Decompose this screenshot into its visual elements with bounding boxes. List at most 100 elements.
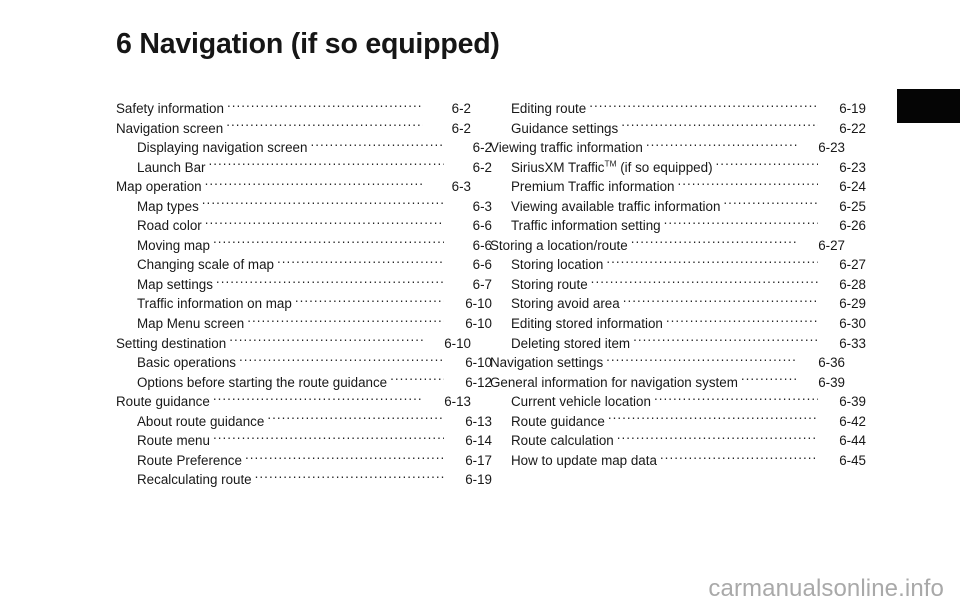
toc-entry-label: Storing a location/route bbox=[490, 237, 628, 253]
toc-entry-label: Route guidance bbox=[116, 394, 210, 410]
toc-entry-label: Setting destination bbox=[116, 335, 227, 351]
toc-entry[interactable]: Changing scale of map 6-6 bbox=[116, 255, 492, 275]
toc-entry[interactable]: Storing route 6-28 bbox=[490, 275, 866, 295]
toc-entry[interactable]: Launch Bar 6-2 bbox=[116, 158, 492, 178]
toc-page-number: 6-3 bbox=[472, 198, 492, 214]
toc-entry-label: Current vehicle location bbox=[511, 394, 651, 410]
toc-entry[interactable]: Navigation screen 6-2 bbox=[116, 119, 471, 139]
toc-entry-label: Editing stored information bbox=[511, 316, 663, 332]
toc-page-number: 6-2 bbox=[472, 159, 492, 175]
toc-entry[interactable]: Storing a location/route 6-27 bbox=[490, 236, 845, 256]
toc-page-number: 6-24 bbox=[839, 179, 866, 195]
toc-entry[interactable]: Road color 6-6 bbox=[116, 216, 492, 236]
dot-leader bbox=[247, 315, 444, 328]
toc-entry-label: Editing route bbox=[511, 101, 587, 116]
toc-entry[interactable]: Editing route 6-19 bbox=[490, 99, 866, 119]
toc-page-number: 6-2 bbox=[451, 101, 471, 116]
toc-page-number: 6-12 bbox=[465, 374, 492, 390]
toc-entry[interactable]: SiriusXM TrafficTM (if so equipped) 6-23 bbox=[490, 158, 866, 178]
chapter-thumb-tab bbox=[897, 89, 960, 123]
dot-leader bbox=[664, 217, 818, 230]
dot-leader bbox=[213, 393, 423, 406]
toc-entry[interactable]: Premium Traffic information 6-24 bbox=[490, 177, 866, 197]
trademark-superscript: TM bbox=[604, 158, 617, 169]
toc-entry-label: Storing route bbox=[511, 276, 588, 292]
dot-leader bbox=[310, 139, 444, 152]
toc-page-number: 6-19 bbox=[465, 472, 492, 488]
toc-entry[interactable]: Map settings 6-7 bbox=[116, 275, 492, 295]
toc-entry[interactable]: Route menu 6-14 bbox=[116, 431, 492, 451]
toc-entry[interactable]: Viewing available traffic information 6-2… bbox=[490, 197, 866, 217]
toc-entry-label: Traffic information setting bbox=[511, 218, 661, 234]
toc-page-number: 6-28 bbox=[839, 276, 866, 292]
toc-entry[interactable]: Map operation 6-3 bbox=[116, 177, 471, 197]
dot-leader bbox=[606, 256, 818, 269]
toc-entry[interactable]: Options before starting the route guidan… bbox=[116, 373, 492, 393]
toc-entry-label: Map operation bbox=[116, 179, 202, 195]
toc-page-number: 6-10 bbox=[465, 316, 492, 332]
toc-entry[interactable]: Map Menu screen 6-10 bbox=[116, 314, 492, 334]
toc-entry[interactable]: Deleting stored item 6-33 bbox=[490, 334, 866, 354]
dot-leader bbox=[723, 197, 818, 210]
toc-entry-label: Navigation screen bbox=[116, 120, 224, 136]
toc-page-number: 6-39 bbox=[839, 394, 866, 410]
dot-leader bbox=[631, 236, 797, 249]
toc-entry-label: Map settings bbox=[137, 276, 213, 292]
toc-entry[interactable]: Route guidance 6-42 bbox=[490, 412, 866, 432]
toc-entry[interactable]: Editing stored information 6-30 bbox=[490, 314, 866, 334]
toc-entry[interactable]: Current vehicle location 6-39 bbox=[490, 392, 866, 412]
toc-entry[interactable]: Basic operations 6-10 bbox=[116, 353, 492, 373]
toc-entry[interactable]: Route calculation 6-44 bbox=[490, 431, 866, 451]
toc-entry-label: About route guidance bbox=[137, 413, 265, 429]
toc-entry[interactable]: Storing location 6-27 bbox=[490, 255, 866, 275]
toc-page-number: 6-23 bbox=[839, 159, 866, 175]
toc-entry-label: Route calculation bbox=[511, 433, 614, 449]
dot-leader bbox=[213, 432, 444, 445]
dot-leader bbox=[741, 373, 797, 386]
dot-leader bbox=[202, 197, 444, 210]
dot-leader bbox=[267, 412, 444, 425]
toc-entry[interactable]: How to update map data 6-45 bbox=[490, 451, 866, 471]
dot-leader bbox=[621, 119, 818, 132]
toc-page-number: 6-42 bbox=[839, 413, 866, 429]
toc-page-number: 6-3 bbox=[451, 179, 471, 195]
toc-page-number: 6-6 bbox=[472, 237, 492, 253]
toc-entry[interactable]: Storing avoid area 6-29 bbox=[490, 294, 866, 314]
toc-entry-label-suffix: (if so equipped) bbox=[616, 159, 713, 175]
toc-entry[interactable]: Viewing traffic information 6-23 bbox=[490, 138, 845, 158]
toc-page-number: 6-36 bbox=[818, 355, 845, 371]
toc-entry-label: Route Preference bbox=[137, 452, 242, 468]
toc-entry[interactable]: Recalculating route 6-19 bbox=[116, 470, 492, 490]
toc-entry[interactable]: Navigation settings 6-36 bbox=[490, 353, 845, 373]
toc-entry[interactable]: Moving map 6-6 bbox=[116, 236, 492, 256]
toc-entry[interactable]: Map types 6-3 bbox=[116, 197, 492, 217]
toc-entry[interactable]: Route Preference 6-17 bbox=[116, 451, 492, 471]
toc-entry[interactable]: About route guidance 6-13 bbox=[116, 412, 492, 432]
toc-page-number: 6-6 bbox=[472, 257, 492, 273]
dot-leader bbox=[295, 295, 444, 308]
toc-page-number: 6-13 bbox=[465, 413, 492, 429]
dot-leader bbox=[589, 100, 818, 113]
toc-entry[interactable]: Traffic information setting 6-26 bbox=[490, 216, 866, 236]
toc-column-right: Editing route 6-19 Guidance settings 6-22 Vi… bbox=[490, 99, 866, 470]
dot-leader bbox=[239, 354, 444, 367]
toc-page-number: 6-25 bbox=[839, 198, 866, 214]
toc-page-number: 6-29 bbox=[839, 296, 866, 312]
toc-page-number: 6-33 bbox=[839, 335, 866, 351]
dot-leader bbox=[245, 451, 444, 464]
toc-entry-label: Viewing traffic information bbox=[490, 140, 643, 156]
toc-entry[interactable]: Traffic information on map 6-10 bbox=[116, 294, 492, 314]
dot-leader bbox=[716, 158, 818, 171]
toc-entry[interactable]: Guidance settings 6-22 bbox=[490, 119, 866, 139]
toc-page-number: 6-26 bbox=[839, 218, 866, 234]
toc-entry-label: Launch Bar bbox=[137, 159, 206, 175]
toc-entry[interactable]: Setting destination 6-10 bbox=[116, 334, 471, 354]
toc-entry[interactable]: Displaying navigation screen 6-2 bbox=[116, 138, 492, 158]
toc-entry-label: Navigation settings bbox=[490, 355, 604, 371]
toc-entry-label: Safety information bbox=[116, 101, 224, 116]
toc-entry[interactable]: Route guidance 6-13 bbox=[116, 392, 471, 412]
page-title: 6 Navigation (if so equipped) bbox=[116, 28, 500, 60]
dot-leader bbox=[660, 451, 818, 464]
toc-entry[interactable]: General information for navigation syste… bbox=[490, 373, 845, 393]
toc-entry[interactable]: Safety information 6-2 bbox=[116, 99, 471, 119]
